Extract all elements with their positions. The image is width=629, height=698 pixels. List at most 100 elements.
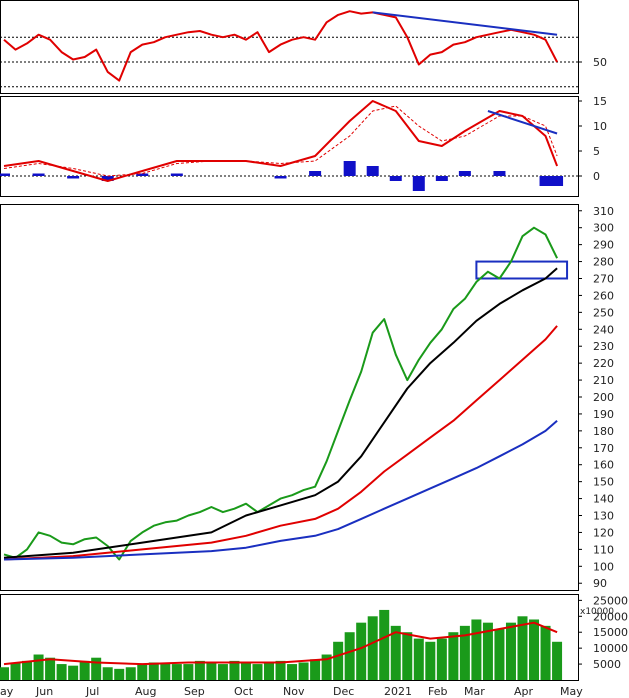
histogram-bar [551, 176, 564, 186]
y-tick-label: 10000 [593, 642, 628, 655]
histogram-bar [458, 171, 471, 176]
volume-bar [240, 662, 251, 680]
y-tick-label: 300 [593, 222, 614, 235]
volume-bar [264, 662, 275, 680]
volume-bar [137, 664, 148, 680]
volume-bar [10, 662, 21, 680]
volume-bar [379, 609, 390, 680]
volume-bar [56, 664, 67, 680]
histogram-bar [0, 173, 10, 176]
x-tick-label: May [560, 685, 583, 698]
y-tick-label: 230 [593, 340, 614, 353]
x-tick-label: ay [0, 685, 14, 698]
volume-bar [102, 667, 113, 680]
volume-bar [217, 664, 228, 680]
y-tick-label: 200 [593, 391, 614, 404]
y-tick-label: 100 [593, 560, 614, 573]
volume-bar [321, 654, 332, 680]
volume-bar [425, 641, 436, 680]
histogram-bar [309, 171, 322, 176]
y-tick-label: 240 [593, 323, 614, 336]
y-tick-label: 190 [593, 408, 614, 421]
y-tick-label: 5000 [593, 658, 621, 671]
price-panel: 90 100 110 120 130 140 150 160 170 180 190 200 210 22… [0, 204, 614, 591]
volume-bar [402, 632, 413, 680]
volume-bar [33, 654, 44, 680]
y-tick-label: 0 [593, 170, 600, 183]
x-tick-label: 2021 [384, 685, 412, 698]
volume-bar [183, 664, 194, 680]
price-series-line [3, 267, 558, 559]
macd-series-line [3, 105, 558, 177]
histogram-bar [136, 173, 149, 176]
y-tick-label: 20000 [593, 610, 628, 623]
histogram-bar [67, 176, 80, 179]
x-tick-label: Aug [135, 685, 156, 698]
volume-bar [206, 662, 217, 680]
volume-bar [494, 629, 505, 680]
volume-bar [298, 662, 309, 680]
price-series-line [3, 419, 558, 561]
x-axis: ay Jun Jul Aug Sep Oct Nov Dec 2021 Feb Mar Apr May [0, 685, 583, 698]
y-tick-label: 150 [593, 476, 614, 489]
volume-bar [436, 638, 447, 680]
histogram-bar [539, 176, 552, 186]
y-tick-label: 10 [593, 120, 607, 133]
volume-bar [540, 625, 551, 680]
y-tick-label: 250 [593, 306, 614, 319]
volume-bar [517, 616, 528, 680]
volume-bar [275, 660, 286, 680]
histogram-bar [435, 176, 448, 181]
y-tick-label: 260 [593, 289, 614, 302]
volume-bar [356, 622, 367, 680]
volume-bar [68, 665, 79, 680]
volume-bar [194, 660, 205, 680]
histogram-bar [274, 176, 287, 179]
x-tick-label: Nov [283, 685, 305, 698]
y-tick-label: 170 [593, 442, 614, 455]
volume-series-line [3, 621, 558, 666]
x-tick-label: Apr [514, 685, 534, 698]
volume-bar [287, 664, 298, 680]
y-tick-label: 210 [593, 374, 614, 387]
volume-bar [22, 660, 33, 680]
volume-bar [160, 662, 171, 680]
histogram-bar [101, 176, 114, 181]
x-tick-label: Oct [234, 685, 254, 698]
volume-bar [171, 664, 182, 680]
y-tick-label: 110 [593, 543, 614, 556]
histogram-bar [493, 171, 506, 176]
volume-bar [448, 632, 459, 680]
y-tick-label: 90 [593, 577, 607, 590]
y-tick-label: 180 [593, 425, 614, 438]
volume-bar [45, 657, 56, 680]
y-tick-label: 290 [593, 239, 614, 252]
y-tick-label: 120 [593, 526, 614, 539]
volume-bar [229, 660, 240, 680]
volume-bar [471, 619, 482, 680]
histogram-bar [412, 176, 425, 191]
y-tick-label: 5 [593, 145, 600, 158]
rsi-series-line [3, 10, 558, 82]
y-tick-label: 270 [593, 272, 614, 285]
y-tick-label: 220 [593, 357, 614, 370]
volume-bar [333, 641, 344, 680]
x-tick-label: Dec [333, 685, 354, 698]
volume-bar [529, 619, 540, 680]
y-tick-label: 130 [593, 510, 614, 523]
volume-bar [344, 632, 355, 680]
price-series-line [3, 325, 558, 561]
histogram-bar [343, 161, 356, 176]
rsi-frame [0, 0, 579, 94]
x-tick-label: Feb [428, 685, 447, 698]
volume-bar [505, 622, 516, 680]
y-tick-label: 15000 [593, 626, 628, 639]
volume-bar [390, 625, 401, 680]
y-tick-label: 15 [593, 95, 607, 108]
x-tick-label: Sep [184, 685, 205, 698]
volume-bar [252, 664, 263, 680]
volume-frame [0, 594, 579, 681]
x-tick-label: Jul [85, 685, 99, 698]
histogram-bar [32, 173, 45, 176]
